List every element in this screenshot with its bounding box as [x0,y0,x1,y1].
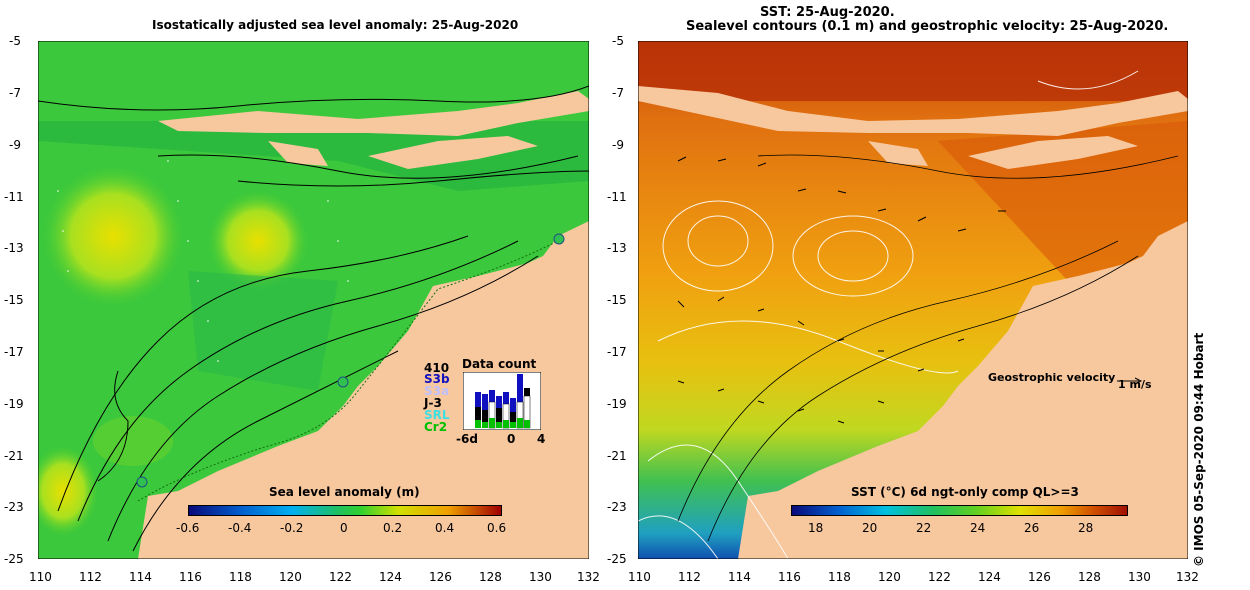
right-x-tick: 128 [1078,570,1101,584]
right-y-tick: -11 [607,190,627,204]
sst-colorbar-tick: 26 [1024,521,1040,535]
left-x-tick: 110 [29,570,52,584]
left-x-tick: 132 [577,570,600,584]
right-map-title-line2: Sealevel contours (0.1 m) and geostrophi… [686,19,1169,34]
left-y-tick: -5 [9,34,21,48]
sla-colorbar-title: Sea level anomaly (m) [269,485,420,499]
sst-colorbar-title: SST (°C) 6d ngt-only comp QL>=3 [851,485,1079,499]
right-x-tick: 114 [728,570,751,584]
data-count-x-tick: 4 [537,432,546,446]
sst-colorbar-tick: 20 [862,521,878,535]
satellite-srl: SRL [424,408,450,422]
velocity-legend-label: Geostrophic velocity [988,371,1116,384]
right-y-tick: -13 [607,241,627,255]
left-x-tick: 130 [529,570,552,584]
sla-colorbar-tick: 0 [340,521,348,535]
imos-credit: © IMOS 05-Sep-2020 09:44 Hobart [1192,332,1206,567]
velocity-scale-label: 1 m/s [1118,378,1152,391]
sla-colorbar [188,505,502,516]
left-x-tick: 120 [279,570,302,584]
left-y-tick: -13 [4,241,24,255]
data-count-chart [462,371,542,431]
velocity-arrow-icon [1117,370,1143,389]
left-y-tick: -25 [4,552,24,566]
satellite-cr2: Cr2 [424,420,448,434]
right-map-title-line1: SST: 25-Aug-2020. [760,5,895,20]
sla-colorbar-tick: 0.4 [435,521,455,535]
right-x-tick: 124 [978,570,1001,584]
sla-colorbar-tick: -0.2 [280,521,304,535]
right-y-tick: -25 [607,552,627,566]
right-x-tick: 132 [1176,570,1199,584]
sst-colorbar [791,505,1128,516]
right-y-tick: -19 [607,397,627,411]
left-x-tick: 128 [479,570,502,584]
left-x-tick: 116 [179,570,202,584]
right-y-tick: -9 [612,138,624,152]
data-count-x-tick: -6d [456,432,478,446]
left-y-tick: -17 [4,345,24,359]
left-y-tick: -9 [9,138,21,152]
sla-map [38,41,589,559]
left-x-tick: 114 [129,570,152,584]
sla-colorbar-tick: 0.2 [383,521,403,535]
left-x-tick: 124 [379,570,402,584]
satellite-s3a: S3a [424,384,450,398]
sst-colorbar-tick: 28 [1078,521,1094,535]
right-x-tick: 118 [828,570,851,584]
right-x-tick: 116 [778,570,801,584]
left-y-tick: -21 [4,449,24,463]
left-y-tick: -15 [4,293,24,307]
sla-colorbar-tick: -0.4 [228,521,252,535]
right-y-tick: -17 [607,345,627,359]
left-y-tick: -19 [4,397,24,411]
data-count-title: Data count [462,357,537,371]
sst-colorbar-tick: 18 [808,521,824,535]
sst-colorbar-tick: 22 [916,521,932,535]
left-y-tick: -11 [4,190,24,204]
sst-colorbar-tick: 24 [970,521,986,535]
sla-colorbar-tick: -0.6 [176,521,200,535]
data-count-max: 410 [424,361,450,375]
right-y-tick: -15 [607,293,627,307]
data-count-x-tick: 0 [507,432,516,446]
right-y-tick: -7 [612,86,624,100]
left-map-title: Isostatically adjusted sea level anomaly… [152,18,519,32]
right-x-tick: 120 [878,570,901,584]
satellite-j3: J-3 [424,396,442,410]
satellite-s3b: S3b [424,372,450,386]
right-x-tick: 122 [928,570,951,584]
right-y-tick: -5 [612,34,624,48]
left-y-tick: -23 [4,500,24,514]
left-y-tick: -7 [9,86,21,100]
right-x-tick: 130 [1128,570,1151,584]
left-x-tick: 122 [329,570,352,584]
left-x-tick: 118 [229,570,252,584]
right-x-tick: 112 [678,570,701,584]
left-x-tick: 126 [429,570,452,584]
sst-map [638,41,1188,559]
right-y-tick: -21 [607,449,627,463]
right-x-tick: 110 [628,570,651,584]
right-x-tick: 126 [1028,570,1051,584]
right-y-tick: -23 [607,500,627,514]
left-x-tick: 112 [79,570,102,584]
sla-colorbar-tick: 0.6 [487,521,507,535]
